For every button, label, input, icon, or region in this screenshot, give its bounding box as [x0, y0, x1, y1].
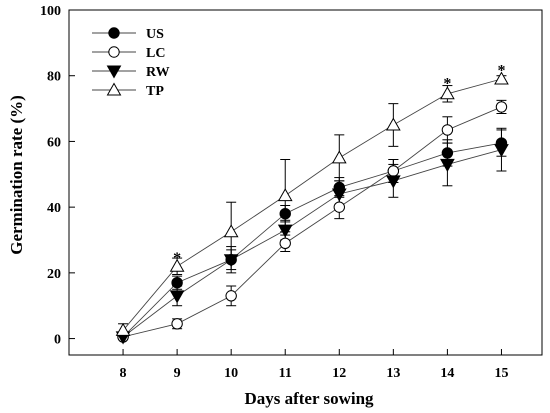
- x-tick-label: 8: [120, 366, 127, 381]
- x-tick-label: 14: [440, 366, 454, 381]
- legend-marker: [108, 46, 120, 58]
- y-tick-label: 100: [40, 4, 61, 19]
- data-point-tp: [115, 322, 131, 336]
- series-line-lc: [122, 106, 502, 338]
- legend-item-us: US: [92, 27, 164, 42]
- legend-label: US: [146, 27, 164, 42]
- y-tick-label: 60: [47, 135, 61, 150]
- data-point-lc: [279, 237, 291, 249]
- data-point-tp: [331, 150, 347, 164]
- data-point-tp: [169, 258, 185, 272]
- legend-item-tp: TP: [92, 82, 164, 99]
- data-point-rw: [223, 254, 239, 268]
- x-tick-label: 10: [224, 366, 238, 381]
- y-tick-label: 20: [47, 267, 61, 282]
- x-tick-label: 11: [279, 366, 292, 381]
- legend: US LC RW TP: [92, 27, 170, 99]
- data-point-rw: [331, 188, 347, 202]
- legend-label: RW: [146, 65, 170, 80]
- x-tick-label: 9: [174, 366, 181, 381]
- data-point-lc: [387, 165, 400, 177]
- data-point-rw: [385, 175, 401, 189]
- data-point-rw: [494, 144, 509, 158]
- legend-marker: [108, 27, 120, 39]
- legend-marker: [106, 65, 122, 79]
- significance-marker: *: [497, 63, 505, 80]
- data-point-us: [441, 147, 454, 159]
- legend-label: LC: [146, 46, 165, 61]
- series-line-tp: [122, 78, 502, 331]
- data-point-lc: [333, 201, 345, 213]
- data-point-us: [171, 277, 183, 289]
- y-axis-label: Germination rate (%): [7, 95, 26, 255]
- y-tick-label: 80: [47, 70, 61, 85]
- x-tick-label: 15: [494, 366, 508, 381]
- data-point-rw: [440, 158, 455, 172]
- x-tick-label: 13: [386, 366, 400, 381]
- series-line-rw: [122, 149, 502, 338]
- x-axis-label: Days after sowing: [244, 389, 374, 408]
- plot-frame: [68, 9, 543, 356]
- legend-item-lc: LC: [92, 46, 165, 61]
- significance-marker: *: [443, 76, 451, 93]
- legend-marker: [106, 82, 122, 96]
- data-point-lc: [441, 124, 454, 136]
- data-point-rw: [277, 224, 293, 238]
- x-tick-label: 12: [332, 366, 346, 381]
- data-point-lc: [225, 290, 237, 302]
- y-tick-label: 40: [47, 201, 61, 216]
- data-point-tp: [223, 224, 239, 238]
- data-point-tp: [385, 117, 401, 131]
- series-line-us: [122, 142, 502, 338]
- data-point-lc: [495, 101, 508, 113]
- y-tick-label: 0: [54, 333, 61, 348]
- plot-area: 0 20 40 60 80 100 8 9 10 11 12 13 14 15 * * * US LC RW TP: [40, 4, 543, 381]
- legend-item-rw: RW: [92, 65, 170, 80]
- data-point-rw: [169, 290, 185, 304]
- data-point-us: [279, 208, 291, 220]
- data-point-tp: [494, 71, 509, 85]
- significance-marker: *: [173, 250, 181, 267]
- data-point-tp: [277, 188, 293, 202]
- data-point-tp: [440, 86, 455, 100]
- legend-label: TP: [146, 84, 164, 99]
- data-point-lc: [171, 318, 183, 330]
